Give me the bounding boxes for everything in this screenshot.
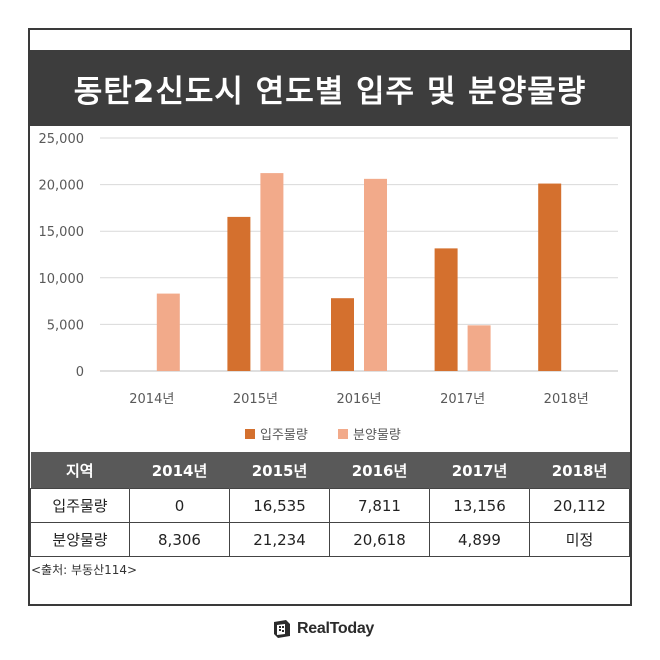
legend-swatch [338,429,348,439]
y-tick-label: 10,000 [39,272,85,287]
table-cell: 20,618 [329,522,430,557]
table-cell: 21,234 [229,522,330,557]
legend: 입주물량 분양물량 [245,428,401,443]
table-cell: 0 [129,488,230,523]
table-cell: 16,535 [229,488,330,523]
table-cell: 미정 [529,522,630,557]
y-tick-label: 25,000 [39,132,85,147]
table-row: 입주물량 0 16,535 7,811 13,156 20,112 [30,488,630,523]
bar-move-in [434,248,458,371]
y-tick-label: 15,000 [39,225,85,240]
table-cell: 20,112 [529,488,630,523]
y-tick-label: 0 [76,365,84,380]
x-tick-label: 2016년 [336,392,381,407]
table-header-cell: 2016년 [329,452,430,489]
chart-title: 동탄2신도시 연도별 입주 및 분양물량 [73,73,587,110]
x-tick-label: 2017년 [440,392,485,407]
table-header-row: 지역 2014년 2015년 2016년 2017년 2018년 [30,452,630,489]
bar-sale [467,325,491,371]
bar-move-in [331,298,354,371]
legend-swatch [245,429,255,439]
realtoday-logo-icon [274,620,290,638]
table-header-cell: 2017년 [429,452,530,489]
table-header-cell: 2015년 [229,452,330,489]
logo-text: RealToday [297,620,375,637]
legend-label: 분양물량 [353,428,401,443]
bars [156,173,562,371]
y-tick-label: 20,000 [39,179,85,194]
bar-move-in [538,183,562,371]
row-label: 분양물량 [30,522,130,557]
bar-sale [156,293,180,371]
bar-sale [364,178,387,371]
x-tick-label: 2014년 [129,392,174,407]
y-tick-label: 5,000 [47,318,84,333]
y-axis-ticks: 0 5,000 10,000 15,000 20,000 25,000 [39,132,85,380]
gridlines [100,137,618,372]
table-row: 분양물량 8,306 21,234 20,618 4,899 미정 [30,522,630,557]
table-header-cell: 2018년 [529,452,630,489]
legend-label: 입주물량 [260,428,308,443]
table-cell: 4,899 [429,522,530,557]
bar-move-in [227,216,251,371]
data-table: 지역 2014년 2015년 2016년 2017년 2018년 입주물량 0 … [30,452,630,557]
source-note: <출처: 부동산114> [31,563,138,577]
table-cell: 13,156 [429,488,530,523]
brand-logo: RealToday [271,618,374,640]
table-cell: 7,811 [329,488,430,523]
bar-sale [260,173,284,371]
table-cell: 8,306 [129,522,230,557]
x-axis-ticks: 2014년 2015년 2016년 2017년 2018년 [129,392,588,407]
x-tick-label: 2015년 [233,392,278,407]
title-banner: 동탄2신도시 연도별 입주 및 분양물량 [30,50,630,126]
x-tick-label: 2018년 [544,392,589,407]
bar-chart: 0 5,000 10,000 15,000 20,000 25,000 2014년 2015… [39,132,618,443]
row-label: 입주물량 [30,488,130,523]
table-header-cell: 2014년 [129,452,230,489]
table-header-cell: 지역 [30,452,130,489]
